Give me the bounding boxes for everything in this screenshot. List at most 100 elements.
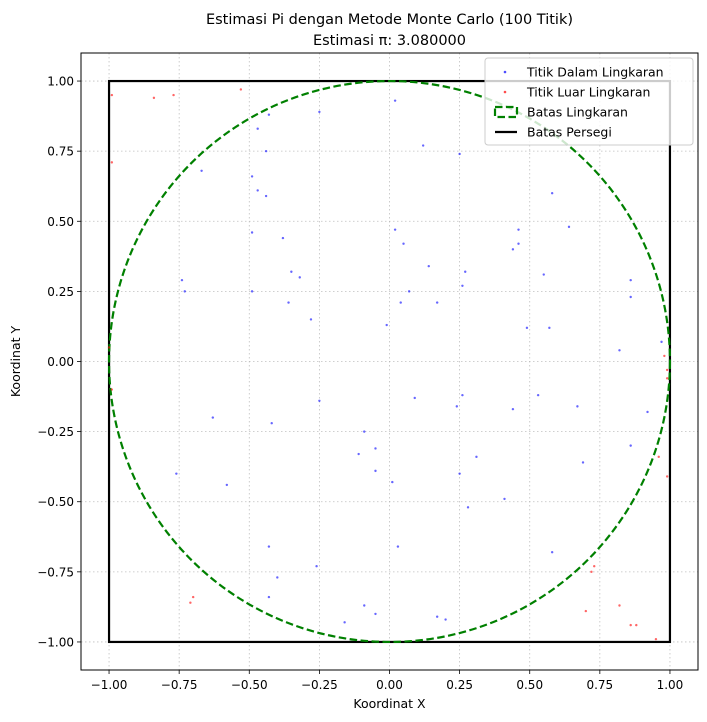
outside-point-0	[110, 93, 114, 97]
outside-point-4	[110, 161, 114, 164]
inside-point-37	[525, 326, 529, 330]
outside-point-10	[657, 455, 660, 459]
outside-point-11	[665, 475, 669, 478]
inside-point-7	[200, 169, 203, 172]
x-tick-label-2: −0.50	[231, 678, 268, 692]
outside-point-7	[663, 354, 666, 358]
inside-point-53	[357, 452, 360, 456]
inside-point-21	[183, 290, 186, 293]
inside-point-38	[548, 326, 551, 330]
inside-point-35	[309, 318, 313, 321]
outside-point-14	[191, 595, 195, 599]
inside-point-48	[646, 410, 649, 414]
inside-point-14	[393, 228, 397, 231]
outside-point-5	[107, 346, 111, 349]
inside-point-26	[427, 264, 430, 268]
inside-point-18	[511, 248, 515, 251]
inside-point-57	[175, 472, 178, 475]
inside-point-59	[391, 480, 394, 484]
x-tick-label-4: 0.00	[376, 678, 403, 692]
inside-point-40	[618, 349, 621, 352]
inside-point-72	[343, 621, 346, 624]
x-axis-label: Koordinat X	[353, 696, 426, 711]
x-tick-label-3: −0.25	[301, 678, 338, 692]
outside-point-6	[110, 388, 114, 391]
inside-point-11	[550, 192, 554, 195]
inside-point-27	[464, 270, 467, 273]
outside-point-2	[172, 93, 175, 97]
inside-point-32	[435, 301, 439, 304]
inside-point-56	[581, 461, 585, 464]
outside-point-18	[629, 623, 632, 627]
inside-point-55	[629, 444, 632, 447]
inside-point-28	[542, 273, 545, 276]
inside-point-29	[629, 278, 632, 282]
inside-point-23	[298, 276, 301, 279]
inside-point-69	[267, 595, 271, 599]
x-tick-label-1: −0.75	[161, 678, 198, 692]
legend-marker-2	[493, 105, 519, 119]
inside-point-16	[517, 228, 520, 231]
legend-marker-1	[503, 90, 507, 94]
outside-point-15	[189, 601, 192, 604]
chart-title: Estimasi Pi dengan Metode Monte Carlo (1…	[206, 12, 573, 28]
y-tick-label-2: −0.50	[37, 495, 74, 509]
inside-point-73	[435, 615, 439, 618]
outside-point-17	[618, 604, 621, 607]
y-tick-label-6: 0.50	[47, 215, 74, 229]
inside-point-22	[290, 270, 293, 273]
inside-point-20	[180, 278, 184, 282]
circle-boundary	[107, 79, 672, 644]
outside-point-3	[239, 88, 243, 91]
inside-point-45	[511, 407, 515, 411]
inside-point-61	[225, 483, 229, 487]
legend-marker-0	[503, 70, 507, 74]
inside-point-47	[576, 405, 579, 408]
inside-point-30	[407, 290, 411, 293]
inside-point-12	[250, 231, 254, 234]
y-axis-ticks: −1.00 −0.75 −0.50 −0.25 0.00 0.25 0.50 0.75 1.00	[37, 75, 81, 649]
y-tick-label-5: 0.25	[47, 285, 74, 299]
inside-point-50	[270, 422, 273, 425]
y-tick-label-3: −0.25	[37, 425, 74, 439]
outside-point-9	[665, 377, 669, 380]
inside-point-39	[660, 340, 663, 344]
inside-point-34	[629, 295, 632, 299]
x-tick-label-5: 0.25	[446, 678, 473, 692]
inside-point-62	[503, 497, 506, 501]
inside-point-46	[536, 393, 540, 397]
outside-point-19	[635, 623, 638, 627]
y-tick-label-8: 1.00	[47, 75, 74, 89]
outside-point-20	[654, 637, 658, 641]
y-axis-label: Koordinat Y	[8, 325, 23, 397]
outside-point-13	[590, 570, 593, 574]
y-tick-label-7: 0.75	[47, 145, 74, 159]
legend: Titik Dalam Lingkaran Titik Luar Lingkara…	[484, 57, 694, 146]
inside-point-4	[421, 144, 425, 147]
chart-subtitle: Estimasi π: 3.080000	[313, 33, 466, 49]
x-tick-label-8: 1.00	[657, 678, 684, 692]
legend-label-0: Titik Dalam Lingkaran	[526, 65, 664, 80]
inside-point-65	[396, 545, 400, 548]
inside-point-74	[444, 618, 447, 621]
inside-point-67	[315, 565, 318, 568]
inside-point-51	[363, 430, 366, 433]
inside-point-33	[461, 284, 464, 287]
x-tick-label-7: 0.75	[586, 678, 613, 692]
inside-point-0	[267, 113, 271, 116]
inside-point-5	[458, 152, 461, 156]
inside-point-19	[567, 225, 571, 229]
legend-label-3: Batas Persegi	[527, 125, 612, 140]
inside-point-42	[413, 396, 416, 400]
boundary-shapes	[107, 79, 672, 644]
legend-label-2: Batas Lingkaran	[527, 105, 628, 120]
legend-box	[484, 57, 694, 146]
outside-point-16	[584, 609, 588, 613]
outside-point-1	[152, 96, 156, 100]
inside-point-6	[264, 149, 268, 153]
inside-point-60	[458, 472, 461, 475]
inside-point-66	[550, 551, 554, 554]
inside-point-10	[264, 194, 268, 198]
inside-point-43	[461, 393, 464, 397]
